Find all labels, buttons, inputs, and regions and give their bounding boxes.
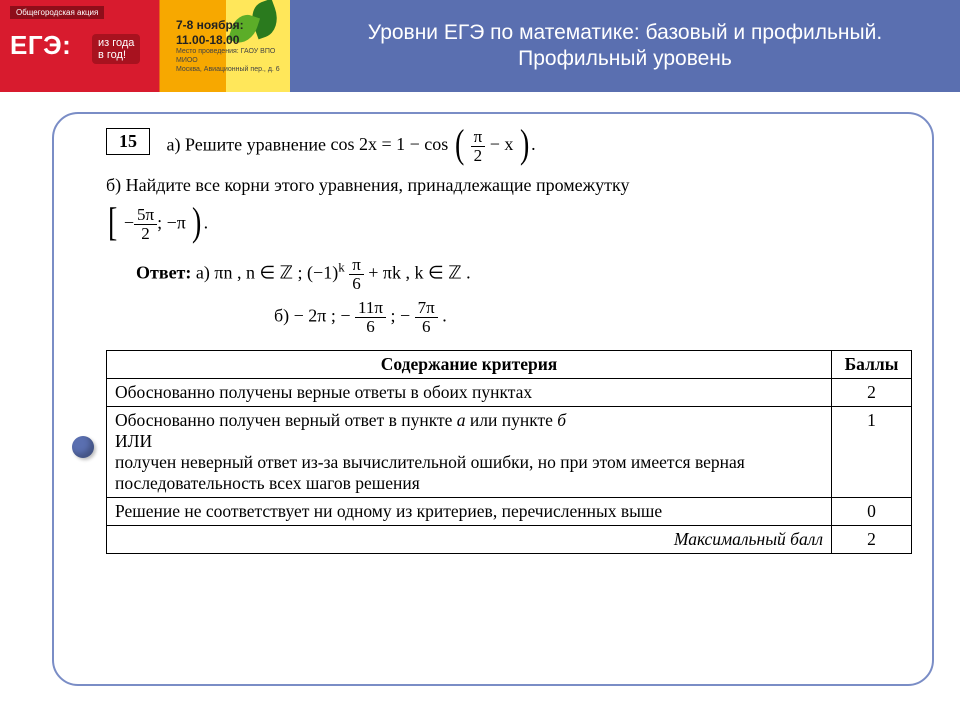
- ans-a-sup: k: [338, 260, 345, 275]
- bullet-icon: [72, 436, 94, 458]
- title-line2: Профильный уровень: [518, 47, 732, 70]
- ans-a-tail: + πk , k ∈ ℤ .: [368, 263, 470, 283]
- fraction: 11π 6: [355, 299, 386, 336]
- banner-info: 7-8 ноября: 11.00-18.00 Место проведения…: [176, 18, 290, 74]
- criterion-text: Обоснованно получены верные ответы в обо…: [107, 378, 832, 406]
- max-points: 2: [832, 525, 912, 553]
- table-row: Обоснованно получены верные ответы в обо…: [107, 378, 912, 406]
- banner-venue2: Москва, Авиационный пер., д. 6: [176, 66, 290, 75]
- banner-time: 11.00-18.00: [176, 33, 290, 48]
- frac-den: 2: [134, 225, 157, 243]
- title-line1: Уровни ЕГЭ по математике: базовый и проф…: [368, 21, 882, 44]
- frac-num: 11π: [355, 299, 386, 318]
- frac-num: π: [349, 256, 364, 275]
- ans-b-tail: .: [442, 306, 447, 326]
- formula-lhs: cos 2x = 1 − cos: [330, 134, 448, 154]
- part-a-formula: cos 2x = 1 − cos ( π 2 − x ).: [330, 134, 535, 154]
- fraction: π 6: [349, 256, 364, 293]
- answer-b: б) − 2π ; − 11π 6 ; − 7π 6 .: [274, 299, 912, 336]
- banner-tag-line1: из года: [98, 37, 134, 49]
- banner-action-label: Общегородская акция: [10, 6, 104, 19]
- slide-header: Общегородская акция ЕГЭ: из года в год! …: [0, 0, 960, 92]
- criterion-points: 0: [832, 497, 912, 525]
- content-card: 15 а) Решите уравнение cos 2x = 1 − cos …: [52, 112, 934, 686]
- banner-tag-line2: в год!: [98, 49, 126, 61]
- frac-den: 6: [349, 275, 364, 293]
- interval: [ − 5π 2 ; −π ).: [106, 206, 912, 243]
- answer-a: Ответ: а) πn , n ∈ ℤ ; (−1)k π 6 + πk , …: [136, 256, 912, 293]
- frac-num: 5π: [134, 206, 157, 225]
- interval-right: −π: [167, 212, 186, 232]
- frac-den: 6: [355, 318, 386, 336]
- task-part-b: б) Найдите все корни этого уравнения, пр…: [106, 175, 912, 196]
- ans-b-prefix: б) − 2π ; −: [274, 306, 351, 326]
- frac-den: 2: [471, 147, 486, 165]
- ege-banner: Общегородская акция ЕГЭ: из года в год! …: [0, 0, 290, 92]
- task-number: 15: [106, 128, 150, 155]
- fraction: 7π 6: [415, 299, 438, 336]
- table-max-row: Максимальный балл 2: [107, 525, 912, 553]
- banner-venue1: Место проведения: ГАОУ ВПО МИОО: [176, 48, 290, 66]
- criterion-text: Обоснованно получен верный ответ в пункт…: [107, 406, 832, 497]
- criterion-points: 2: [832, 378, 912, 406]
- minus-x: − x: [490, 134, 514, 154]
- header-criterion: Содержание критерия: [107, 350, 832, 378]
- fraction: π 2: [471, 128, 486, 165]
- answer-label: Ответ:: [136, 263, 191, 283]
- criterion-text: Решение не соответствует ни одному из кр…: [107, 497, 832, 525]
- criteria-table: Содержание критерия Баллы Обоснованно по…: [106, 350, 912, 554]
- fraction: 5π 2: [134, 206, 157, 243]
- table-row: Решение не соответствует ни одному из кр…: [107, 497, 912, 525]
- content-body: 15 а) Решите уравнение cos 2x = 1 − cos …: [54, 114, 932, 570]
- table-header-row: Содержание критерия Баллы: [107, 350, 912, 378]
- criterion-points: 1: [832, 406, 912, 497]
- banner-tag: из года в год!: [92, 34, 140, 64]
- frac-num: 7π: [415, 299, 438, 318]
- task-part-a: 15 а) Решите уравнение cos 2x = 1 − cos …: [106, 128, 912, 165]
- part-a-text: а) Решите уравнение: [167, 134, 331, 154]
- header-points: Баллы: [832, 350, 912, 378]
- slide-title: Уровни ЕГЭ по математике: базовый и проф…: [290, 0, 960, 92]
- table-row: Обоснованно получен верный ответ в пункт…: [107, 406, 912, 497]
- ans-b-sep: ; −: [391, 306, 411, 326]
- frac-den: 6: [415, 318, 438, 336]
- banner-logo: ЕГЭ:: [10, 30, 71, 61]
- frac-num: π: [471, 128, 486, 147]
- max-label: Максимальный балл: [107, 525, 832, 553]
- ans-a-prefix: а) πn , n ∈ ℤ ; (−1): [196, 263, 338, 283]
- banner-dates: 7-8 ноября:: [176, 18, 290, 33]
